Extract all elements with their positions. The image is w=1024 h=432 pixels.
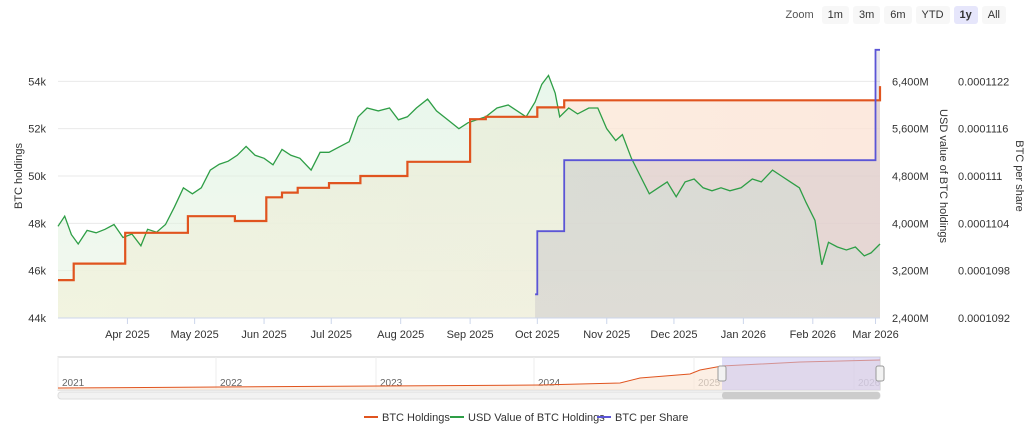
usd-tick-label: 2,400M <box>892 313 929 325</box>
navigator-year-label: 2021 <box>62 378 85 389</box>
legend-item[interactable]: BTC per Share <box>615 412 688 424</box>
btc-per-share-line <box>535 48 880 296</box>
zoom-bar: Zoom 1m 3m 6m YTD 1y All <box>786 6 1006 24</box>
navigator-year-label: 2022 <box>220 378 243 389</box>
per-share-tick-label: 0.0001092 <box>958 313 1010 325</box>
per-share-tick-label: 0.0001104 <box>958 218 1009 230</box>
x-tick-label: Mar 2026 <box>852 329 898 341</box>
usd-tick-label: 3,200M <box>892 266 929 278</box>
x-tick-label: Jul 2025 <box>310 329 352 341</box>
x-tick-label: Nov 2025 <box>583 329 630 341</box>
x-tick-label: Oct 2025 <box>515 329 560 341</box>
left-tick-label: 50k <box>28 171 46 183</box>
zoom-button-1m[interactable]: 1m <box>821 6 849 24</box>
x-tick-label: Jun 2025 <box>241 329 286 341</box>
left-tick-label: 52k <box>28 124 46 136</box>
legend-item[interactable]: BTC Holdings <box>382 412 450 424</box>
legend-item[interactable]: USD Value of BTC Holdings <box>468 412 605 424</box>
x-tick-label: May 2025 <box>170 329 218 341</box>
left-tick-label: 54k <box>28 76 46 88</box>
per-share-axis-title: BTC per share <box>1013 140 1024 212</box>
left-tick-label: 48k <box>28 218 46 230</box>
usd-tick-label: 5,600M <box>892 124 929 136</box>
per-share-tick-label: 0.0001116 <box>958 124 1008 136</box>
usd-axis-title: USD value of BTC holdings <box>937 109 949 243</box>
btc-holdings-line <box>58 86 882 282</box>
left-axis-title: BTC holdings <box>13 142 25 209</box>
zoom-label: Zoom <box>785 9 814 21</box>
x-tick-label: Sep 2025 <box>447 329 494 341</box>
zoom-button-6m[interactable]: 6m <box>884 6 912 24</box>
x-tick-label: Jan 2026 <box>721 329 766 341</box>
zoom-button-all[interactable]: All <box>981 6 1006 24</box>
zoom-button-ytd[interactable]: YTD <box>915 6 950 24</box>
usd-value-area <box>58 75 880 319</box>
x-tick-label: Apr 2025 <box>105 329 150 341</box>
per-share-tick-label: 0.0001098 <box>958 266 1010 278</box>
usd-tick-label: 4,000M <box>892 218 929 230</box>
navigator-handle[interactable] <box>875 365 885 382</box>
left-tick-label: 44k <box>28 313 46 325</box>
per-share-tick-label: 0.0001122 <box>958 76 1009 88</box>
navigator-year-label: 2023 <box>380 378 403 389</box>
per-share-tick-label: 0.000111 <box>958 171 1002 183</box>
btc-per-share-area <box>535 49 880 319</box>
zoom-button-3m[interactable]: 3m <box>852 6 881 24</box>
usd-tick-label: 6,400M <box>892 76 929 88</box>
x-tick-label: Dec 2025 <box>650 329 697 341</box>
left-tick-label: 46k <box>28 266 46 278</box>
zoom-button-1y[interactable]: 1y <box>953 6 978 24</box>
navigator-year-label: 2024 <box>538 378 561 389</box>
usd-tick-label: 4,800M <box>892 171 929 183</box>
navigator-area <box>58 360 880 390</box>
navigator-handle[interactable] <box>717 365 727 382</box>
scrollbar-thumb[interactable] <box>722 392 880 399</box>
x-tick-label: Aug 2025 <box>377 329 424 341</box>
x-tick-label: Feb 2026 <box>790 329 836 341</box>
navigator-selection <box>722 357 880 390</box>
